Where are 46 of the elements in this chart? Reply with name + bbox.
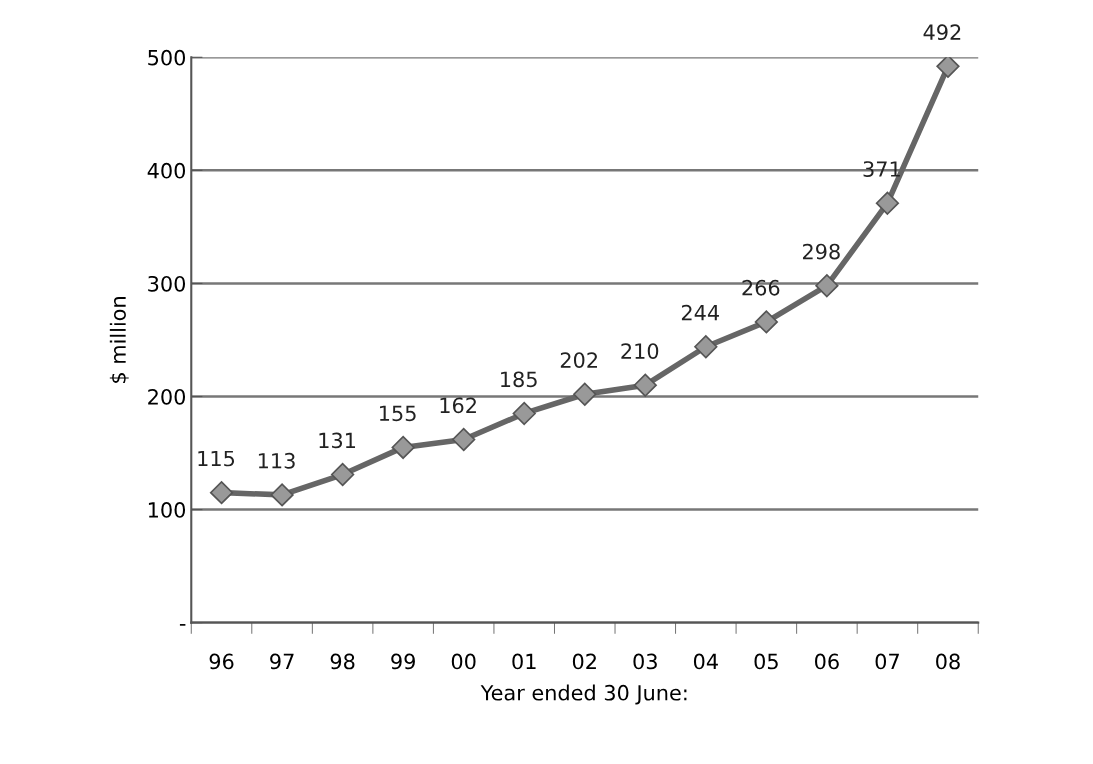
point <box>512 401 536 426</box>
y-axis-title: $ million <box>109 297 129 383</box>
point <box>694 335 718 359</box>
y-tick-label: 500 <box>148 49 186 66</box>
x-tick-label: 06 <box>815 653 839 670</box>
point <box>270 483 294 507</box>
point <box>573 382 597 406</box>
x-axis-title: Year ended 30 June: <box>480 684 687 705</box>
x-tick-label: 02 <box>572 653 596 670</box>
data-label: 202 <box>560 352 597 368</box>
x-tick-label: 05 <box>754 653 778 670</box>
point <box>633 373 657 397</box>
y-tick-label: - <box>179 624 186 626</box>
x-tick-label: 08 <box>936 653 960 670</box>
x-tick-label: 07 <box>875 653 899 670</box>
x-tick-label: 96 <box>209 653 234 670</box>
x-tick-label: 00 <box>451 653 476 670</box>
point <box>875 191 900 215</box>
data-label: 131 <box>319 432 356 449</box>
y-tick-label: 300 <box>148 275 186 292</box>
data-label: 115 <box>198 450 235 467</box>
point <box>330 462 355 487</box>
data-label: 162 <box>440 397 476 414</box>
x-tick-label: 99 <box>391 653 415 670</box>
data-label: 244 <box>681 304 719 321</box>
y-tick-label: 200 <box>148 388 186 405</box>
point <box>452 427 476 452</box>
point <box>936 57 960 78</box>
data-label: 492 <box>923 24 961 41</box>
data-label: 185 <box>501 371 537 388</box>
data-label: 113 <box>258 452 295 469</box>
x-tick-label: 98 <box>330 653 355 670</box>
x-tick-label: 03 <box>633 653 657 670</box>
point <box>754 310 778 334</box>
point <box>391 435 415 460</box>
data-label: 210 <box>621 343 659 359</box>
x-tick-label: 01 <box>512 653 536 670</box>
x-tick-label: 97 <box>270 653 294 670</box>
x-tick-label: 04 <box>693 653 718 670</box>
y-tick-label: 400 <box>147 162 186 179</box>
data-label: 298 <box>802 243 840 260</box>
y-tick-label: 100 <box>148 502 186 518</box>
point <box>209 480 234 505</box>
point <box>815 274 839 298</box>
data-label: 266 <box>742 279 780 296</box>
data-label: 155 <box>380 405 416 422</box>
